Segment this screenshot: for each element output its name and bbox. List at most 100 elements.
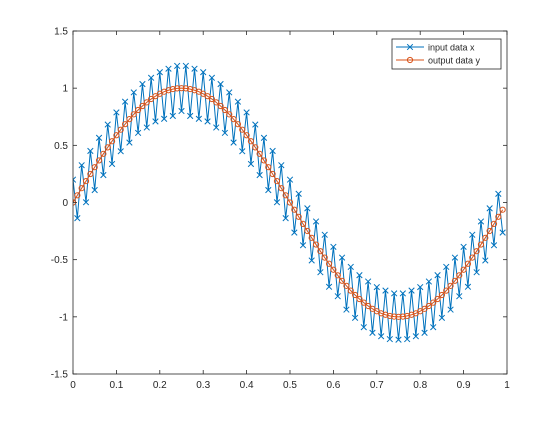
- series-2-marker: [382, 311, 389, 318]
- series-1-marker: [165, 65, 172, 72]
- series-2-marker: [256, 150, 263, 157]
- series-2-marker: [477, 241, 485, 248]
- series-2-marker: [321, 254, 328, 261]
- series-1-marker: [334, 293, 341, 300]
- y-tick-label: 0: [62, 198, 68, 209]
- series-1-marker: [477, 218, 485, 225]
- series-2-marker: [425, 302, 432, 310]
- series-1-marker: [347, 263, 354, 271]
- series-2-marker: [174, 85, 181, 92]
- series-2-marker: [230, 116, 237, 123]
- series-2-marker: [243, 132, 250, 139]
- series-2-marker: [126, 116, 133, 123]
- series-2-marker: [104, 144, 111, 151]
- series-1-marker: [169, 112, 176, 120]
- series-2-marker: [312, 241, 320, 248]
- series-1-marker: [117, 148, 124, 155]
- series-2-marker: [499, 206, 506, 213]
- x-tick-label: 0.8: [413, 380, 427, 391]
- series-2-marker: [438, 291, 445, 299]
- series-2-marker: [278, 185, 285, 192]
- series-2-marker: [460, 266, 467, 273]
- series-2-marker: [399, 313, 406, 320]
- y-tick-label: 0.5: [54, 141, 68, 152]
- series-2-marker: [347, 287, 354, 294]
- series-2-marker: [169, 85, 176, 93]
- series-2-marker: [117, 126, 124, 133]
- series-2-marker: [208, 95, 215, 103]
- series-2-marker: [100, 150, 107, 157]
- series-1-marker: [425, 278, 433, 285]
- series-2-marker: [91, 164, 98, 171]
- series-1-marker: [239, 148, 246, 155]
- series-2-marker: [469, 254, 476, 261]
- series-2-marker: [213, 99, 220, 106]
- plot-area: [73, 62, 506, 343]
- series-2-marker: [282, 192, 289, 199]
- series-1-marker: [386, 335, 393, 343]
- series-1-marker: [213, 124, 220, 131]
- series-1-marker: [312, 218, 320, 225]
- series-1-marker: [74, 215, 81, 222]
- series-2-marker: [464, 260, 472, 267]
- x-tick-label: 0.3: [196, 380, 210, 391]
- legend: input data x output data y: [391, 38, 502, 70]
- series-1-marker: [456, 293, 463, 300]
- series-2-marker: [74, 192, 81, 199]
- series-2-marker: [421, 305, 428, 312]
- series-1-marker: [399, 290, 406, 297]
- series-1-marker: [295, 190, 302, 197]
- series-1-marker: [191, 65, 198, 72]
- series-1-marker: [230, 139, 237, 146]
- series-1-marker: [143, 124, 150, 131]
- series-1-marker: [226, 89, 233, 96]
- series-1-marker: [269, 147, 276, 155]
- series-1-marker: [299, 242, 307, 249]
- series-1-marker: [113, 109, 120, 116]
- series-1-marker: [325, 283, 333, 290]
- series-2-marker: [325, 260, 333, 267]
- series-1-marker: [252, 121, 259, 128]
- series-2-marker: [330, 266, 337, 273]
- series-2-marker: [391, 313, 398, 320]
- series-1-marker: [460, 243, 467, 251]
- series-1-marker: [139, 80, 146, 88]
- series-2-marker: [204, 93, 211, 100]
- series-2-marker: [148, 95, 155, 103]
- series-1-marker: [134, 129, 142, 137]
- series-1-marker: [73, 176, 77, 183]
- series-2-marker: [443, 287, 450, 294]
- series-1-marker: [108, 160, 116, 168]
- series-1-marker: [443, 263, 450, 271]
- series-1-marker: [174, 62, 181, 70]
- series-1-marker: [391, 290, 398, 297]
- series-2-marker: [317, 248, 324, 255]
- series-1-marker: [187, 112, 194, 120]
- series-1-marker: [286, 176, 294, 183]
- series-2-marker: [490, 220, 498, 227]
- series-1-marker: [382, 287, 389, 294]
- series-1-marker: [421, 329, 428, 336]
- series-2-marker: [165, 87, 172, 94]
- series-1-marker: [208, 74, 216, 81]
- series-1-marker: [490, 242, 498, 249]
- series-1-marker: [373, 283, 380, 291]
- series-1-marker: [356, 272, 363, 279]
- series-1-marker: [130, 89, 137, 96]
- series-2-marker: [226, 111, 233, 118]
- series-1-marker: [247, 160, 255, 168]
- series-2-marker: [239, 126, 246, 133]
- series-2-marker: [187, 85, 194, 93]
- series-1-marker: [78, 162, 85, 169]
- series-2-marker: [143, 99, 150, 106]
- series-1-marker: [469, 231, 476, 238]
- series-1-marker: [321, 231, 328, 238]
- series-1-marker: [495, 190, 502, 197]
- series-1-marker: [417, 283, 424, 291]
- series-2-marker: [286, 199, 294, 206]
- x-tick-label: 0.5: [283, 380, 297, 391]
- series-1-marker: [221, 129, 229, 137]
- series-1-marker: [447, 306, 454, 313]
- series-1-marker: [147, 74, 155, 81]
- series-2-marker: [295, 213, 302, 220]
